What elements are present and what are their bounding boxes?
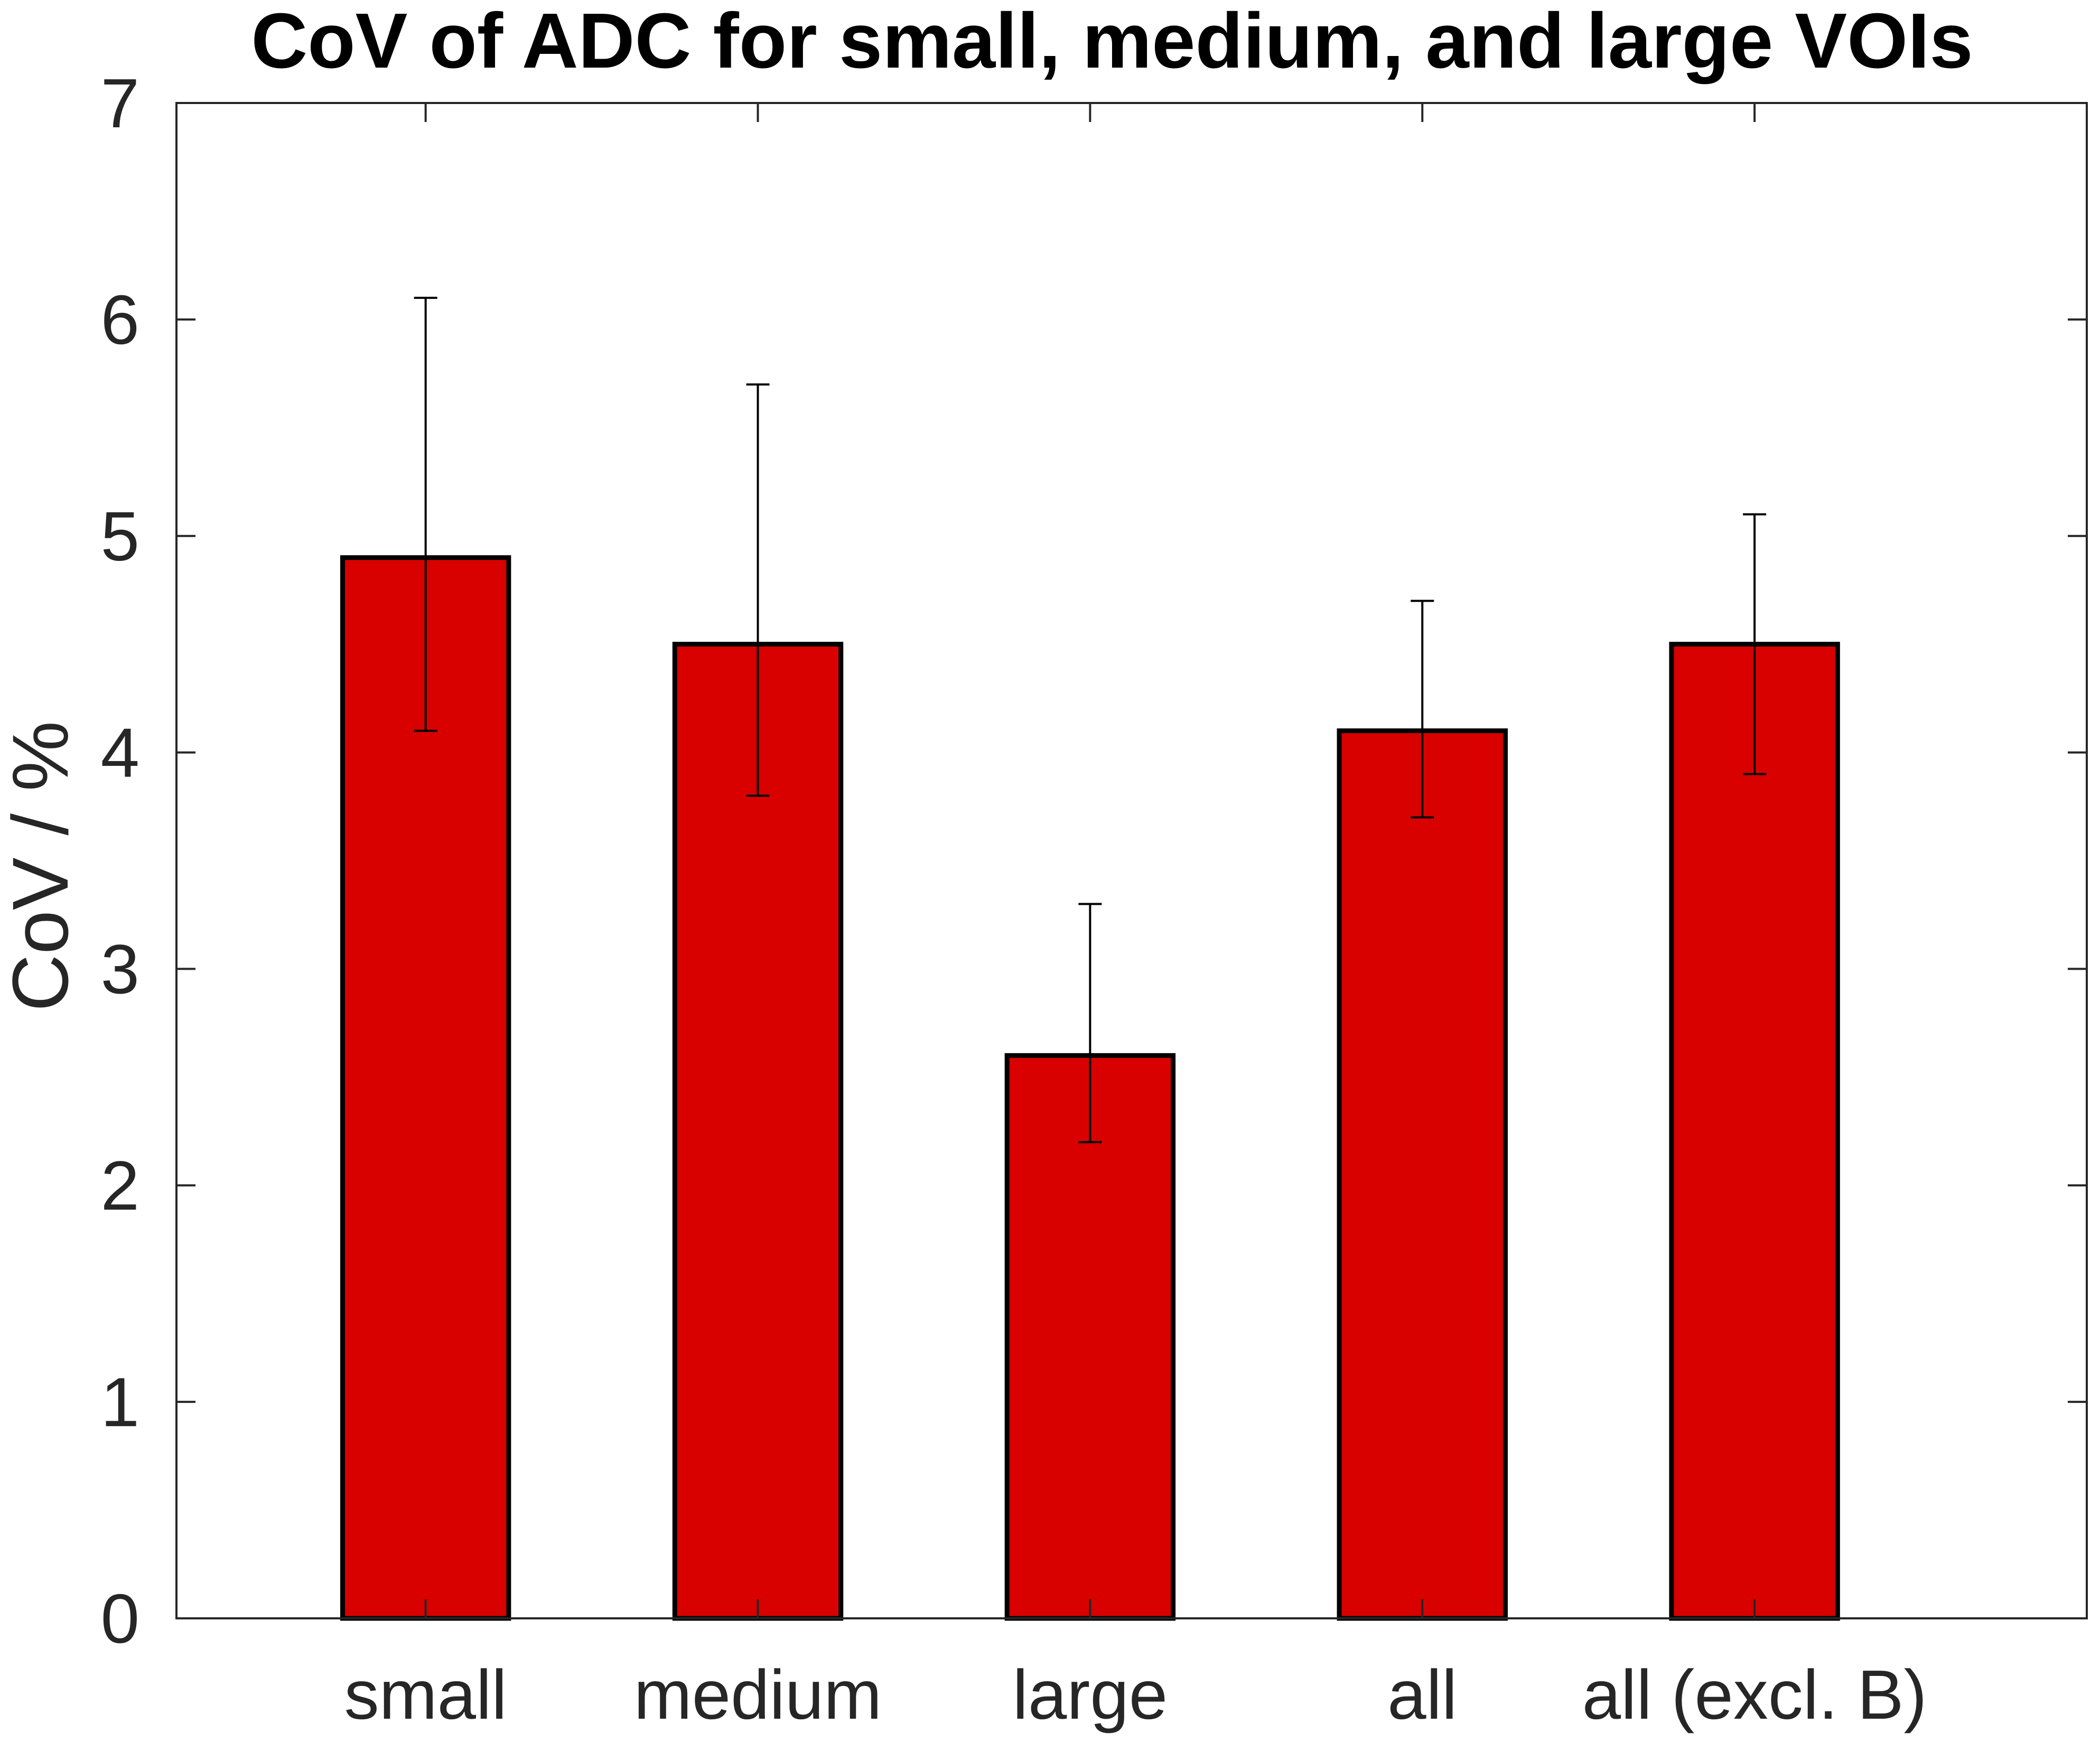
- y-tick-label-6: 6: [101, 281, 139, 359]
- x-tick-label-medium: medium: [634, 1656, 882, 1733]
- y-tick-label-7: 7: [101, 64, 139, 142]
- y-tick-label-2: 2: [101, 1147, 139, 1224]
- bar-all: [1337, 728, 1508, 1621]
- bar-medium: [672, 642, 844, 1621]
- y-tick-label-1: 1: [101, 1363, 139, 1441]
- y-tick-label-4: 4: [101, 714, 139, 792]
- bar-small: [340, 555, 511, 1621]
- bar-all-excl-b: [1669, 642, 1840, 1621]
- chart-title: CoV of ADC for small, medium, and large …: [251, 0, 1973, 85]
- x-tick-label-all: all: [1387, 1656, 1457, 1733]
- y-tick-label-3: 3: [101, 930, 139, 1008]
- x-tick-label-large: large: [1013, 1656, 1168, 1733]
- y-axis-label: CoV / %: [0, 721, 85, 1011]
- axes-layer: [175, 102, 2088, 1619]
- x-tick-label-small: small: [344, 1656, 507, 1733]
- ticks-layer: [176, 102, 2087, 1619]
- x-tick-label-all-excl-b: all (excl. B): [1582, 1656, 1927, 1733]
- labels-layer: 0 1 2 3 4 5 6 7 small medium large all all (excl. B): [101, 64, 1927, 1733]
- y-tick-label-5: 5: [101, 498, 139, 575]
- plot-frame: [175, 102, 2088, 1619]
- errorbars-layer: [414, 296, 1767, 1144]
- y-tick-label-0: 0: [101, 1580, 139, 1657]
